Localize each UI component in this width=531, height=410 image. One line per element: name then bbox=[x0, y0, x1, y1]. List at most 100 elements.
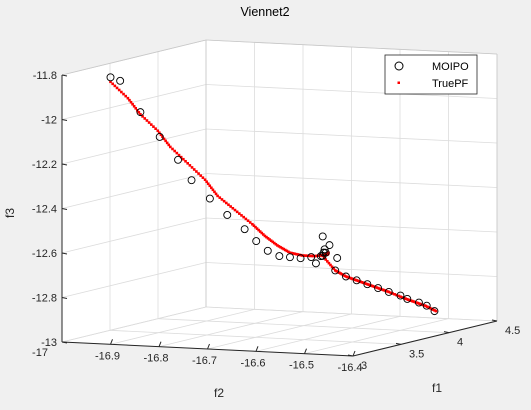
truepf-point bbox=[345, 275, 349, 279]
z-tick-mark bbox=[61, 163, 68, 166]
truepf-point bbox=[169, 145, 172, 149]
legend-box bbox=[384, 54, 478, 95]
truepf-point bbox=[145, 119, 149, 122]
truepf-point bbox=[386, 290, 389, 293]
truepf-point bbox=[129, 100, 133, 104]
truepf-point bbox=[165, 141, 169, 145]
truepf-point bbox=[313, 254, 317, 258]
y-tick-mark bbox=[158, 341, 162, 347]
y-tick-label: -16.4 bbox=[337, 362, 362, 374]
truepf-point bbox=[201, 176, 205, 179]
y-tick-mark bbox=[352, 350, 356, 357]
truepf-point bbox=[199, 174, 203, 177]
truepf-point bbox=[309, 254, 312, 258]
grid-line bbox=[304, 318, 449, 355]
grid-line bbox=[157, 318, 450, 334]
truepf-point bbox=[327, 261, 331, 265]
legend-marker-truepf bbox=[397, 81, 400, 84]
grid-line bbox=[109, 329, 402, 345]
truepf-point bbox=[192, 168, 196, 171]
moipo-point bbox=[106, 73, 115, 82]
truepf-point bbox=[294, 252, 298, 256]
grid-line bbox=[205, 217, 498, 233]
grid-line bbox=[110, 308, 255, 345]
moipo-point bbox=[187, 176, 196, 185]
y-tick-mark bbox=[255, 346, 259, 352]
truepf-point bbox=[431, 308, 435, 311]
moipo-point bbox=[318, 251, 327, 260]
grid-line bbox=[61, 262, 207, 298]
moipo-point bbox=[205, 194, 214, 203]
legend-label-moipo: MOIPO bbox=[432, 61, 469, 73]
chart-title: Viennet2 bbox=[240, 5, 289, 19]
truepf-point bbox=[184, 159, 187, 163]
moipo-point bbox=[155, 133, 164, 141]
truepf-point bbox=[349, 277, 353, 280]
truepf-point bbox=[271, 240, 275, 244]
moipo-point bbox=[116, 76, 125, 85]
truepf-point bbox=[242, 215, 245, 219]
truepf-point bbox=[149, 123, 153, 126]
x-tick-label: 3.5 bbox=[409, 348, 424, 360]
y-tick-label: -16.7 bbox=[192, 355, 217, 367]
truepf-point bbox=[143, 117, 147, 120]
box-edge bbox=[205, 39, 498, 55]
truepf-point bbox=[399, 295, 402, 298]
truepf-point bbox=[268, 238, 271, 241]
truepf-point bbox=[111, 82, 114, 86]
truepf-point bbox=[341, 273, 345, 277]
truepf-point bbox=[206, 182, 210, 186]
truepf-point bbox=[255, 227, 259, 230]
truepf-point bbox=[179, 155, 183, 159]
truepf-point bbox=[154, 127, 157, 130]
truepf-point bbox=[416, 301, 420, 305]
truepf-point bbox=[128, 98, 131, 102]
grid-line bbox=[205, 84, 498, 99]
y-axis-label: f2 bbox=[214, 386, 224, 400]
truepf-point bbox=[152, 125, 155, 128]
truepf-point bbox=[384, 289, 388, 293]
truepf-point bbox=[164, 139, 167, 143]
moipo-point bbox=[422, 301, 431, 310]
truepf-point bbox=[367, 283, 370, 286]
moipo-point bbox=[396, 291, 405, 300]
truepf-point bbox=[120, 90, 123, 94]
moipo-point bbox=[352, 276, 361, 285]
truepf-point bbox=[370, 284, 373, 287]
moipo-point bbox=[384, 287, 393, 296]
truepf-point bbox=[285, 249, 289, 253]
grid-line bbox=[205, 262, 498, 277]
truepf-point bbox=[252, 224, 256, 227]
x-tick-mark bbox=[443, 331, 450, 334]
truepf-point bbox=[360, 280, 364, 284]
truepf-point bbox=[433, 309, 436, 312]
z-tick-label: -12.8 bbox=[32, 293, 57, 305]
truepf-point bbox=[310, 254, 314, 258]
truepf-point bbox=[280, 246, 284, 250]
legend: MOIPO TruePF bbox=[384, 54, 478, 95]
truepf-point bbox=[216, 194, 219, 198]
z-tick-mark bbox=[61, 252, 68, 255]
truepf-point bbox=[246, 219, 250, 222]
truepf-point bbox=[344, 275, 348, 278]
truepf-point bbox=[222, 199, 226, 203]
x-tick-mark bbox=[395, 342, 402, 345]
x-tick-label: 4 bbox=[457, 337, 463, 349]
truepf-point bbox=[411, 299, 414, 303]
truepf-point bbox=[156, 129, 160, 133]
truepf-point bbox=[356, 279, 360, 283]
truepf-point bbox=[354, 278, 357, 282]
truepf-point bbox=[340, 272, 344, 276]
truepf-point bbox=[403, 296, 406, 300]
moipo-point bbox=[331, 266, 340, 275]
truepf-point bbox=[197, 172, 200, 175]
truepf-point bbox=[233, 208, 237, 212]
truepf-point bbox=[304, 254, 307, 257]
truepf-point bbox=[315, 254, 318, 258]
truepf-point bbox=[366, 282, 369, 286]
truepf-point bbox=[113, 84, 117, 88]
moipo-point bbox=[414, 298, 423, 307]
truepf-point bbox=[131, 102, 134, 106]
truepf-point bbox=[397, 294, 400, 298]
truepf-point bbox=[302, 254, 306, 257]
